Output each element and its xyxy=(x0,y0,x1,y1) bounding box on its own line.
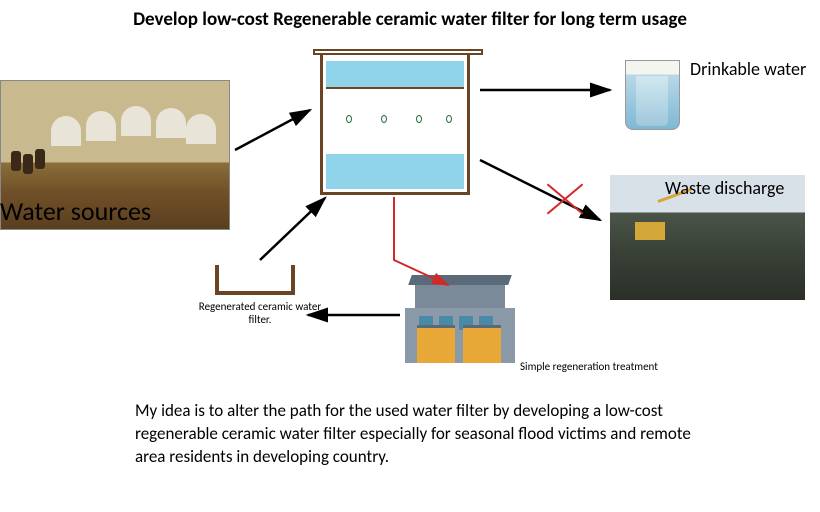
arrow-tray-to-filter xyxy=(255,190,335,265)
drinkable-water-label: Drinkable water xyxy=(690,58,806,80)
waste-discharge-label: Waste discharge xyxy=(665,177,784,199)
regeneration-treatment-label: Simple regeneration treatment xyxy=(520,360,658,373)
excavator-graphic xyxy=(630,200,690,240)
water-sources-label: Water sources xyxy=(0,195,151,227)
people-graphic xyxy=(11,146,61,186)
description-text: My idea is to alter the path for the use… xyxy=(135,400,715,469)
tents-graphic xyxy=(51,96,221,156)
page-title: Develop low-cost Regenerable ceramic wat… xyxy=(0,8,820,31)
ceramic-filter-schematic xyxy=(320,55,470,195)
arrow-sources-to-filter xyxy=(230,100,320,160)
regenerated-filter-label: Regenerated ceramic water filter. xyxy=(195,300,325,326)
arrow-filter-to-drinkable xyxy=(475,75,620,105)
arrow-filter-to-building-red xyxy=(388,195,468,295)
regenerated-filter-icon xyxy=(215,265,295,295)
cross-out-icon xyxy=(545,180,585,220)
drinkable-water-photo xyxy=(625,60,680,130)
arrow-filter-to-waste xyxy=(475,150,610,230)
